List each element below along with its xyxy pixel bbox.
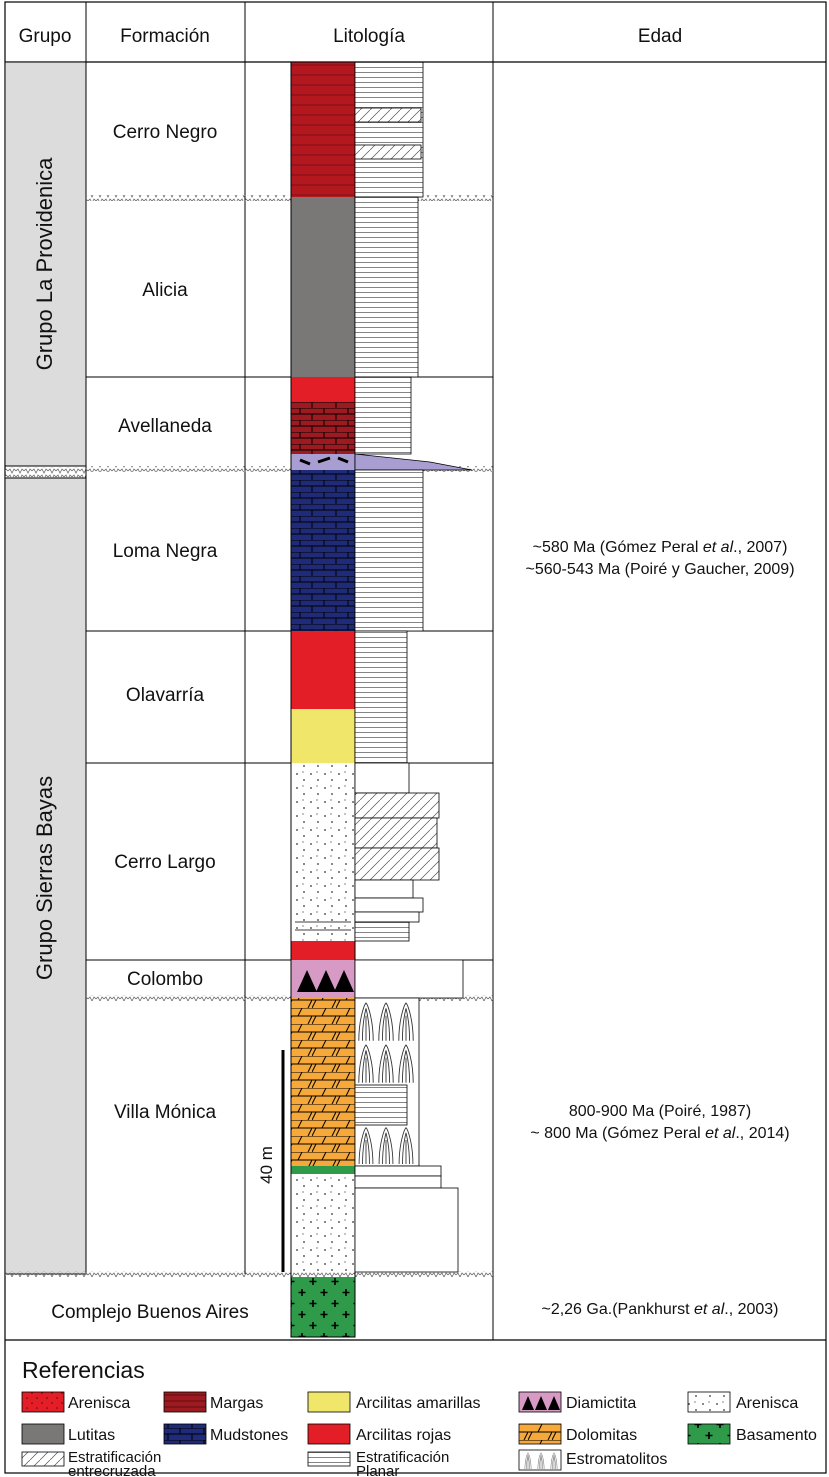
header-grupo: Grupo — [19, 26, 72, 47]
legend-label-estratificacion-entrecruzada-2: entrecruzada — [68, 1463, 156, 1477]
legend-swatch-arcilitas-amarillas — [307, 1391, 351, 1413]
legend-label-arcilitas-rojas: Arcilitas rojas — [356, 1427, 451, 1444]
formation-boundaries — [85, 62, 493, 1274]
formation-avellaneda: Avellaneda — [118, 416, 212, 437]
header-formacion: Formación — [120, 26, 210, 47]
legend-label-diamictita: Diamictita — [566, 1395, 636, 1412]
age-middle-1: 800-900 Ma (Poiré, 1987) — [569, 1103, 751, 1120]
legend-label-estratificacion-entrecruzada: Estratificación — [68, 1449, 161, 1466]
header-litologia: Litología — [333, 26, 405, 47]
age-upper-1: ~580 Ma (Gómez Peral et al., 2007) — [533, 539, 788, 556]
legend-swatch-margas — [163, 1391, 207, 1413]
legend-swatch-dolomitas — [518, 1423, 562, 1445]
group-la-providenica — [4, 61, 87, 467]
unconformities — [5, 195, 493, 1277]
legend-label-arenisca: Arenisca — [736, 1395, 798, 1412]
legend-swatch-mudstones — [163, 1423, 207, 1445]
formation-complejo-buenos-aires: Complejo Buenos Aires — [51, 1302, 249, 1323]
legend-swatch-basamento — [687, 1423, 731, 1445]
formation-olavarria: Olavarría — [126, 685, 205, 706]
age-lower-1: ~2,26 Ga.(Pankhurst et al., 2003) — [541, 1301, 778, 1318]
legend-label-estromatolitos: Estromatolitos — [566, 1451, 667, 1468]
references-title: Referencias — [22, 1357, 145, 1383]
group-label-sierras-bayas: Grupo Sierras Bayas — [32, 776, 57, 980]
bedding-profile — [354, 61, 473, 1273]
legend-label-estratificacion-planar-2: Planar — [356, 1463, 399, 1477]
group-sierras-bayas — [4, 477, 87, 1275]
legend-label-arenisca-red: Arenisca — [68, 1395, 130, 1412]
legend-label-arcilitas-amarillas: Arcilitas amarillas — [356, 1395, 480, 1412]
group-label-la-providenica: Grupo La Providenica — [32, 157, 57, 371]
legend-swatch-estratificacion-planar — [307, 1451, 351, 1467]
legend-label-mudstones: Mudstones — [210, 1427, 288, 1444]
legend-swatch-arenisca — [687, 1391, 731, 1413]
legend-label-basamento: Basamento — [736, 1427, 817, 1444]
scale-label: 40 m — [257, 1146, 276, 1184]
legend-label-lutitas: Lutitas — [68, 1427, 115, 1444]
age-upper-2: ~560-543 Ma (Poiré y Gaucher, 2009) — [525, 561, 794, 578]
legend-label-dolomitas: Dolomitas — [566, 1427, 637, 1444]
formation-cerro-negro: Cerro Negro — [113, 122, 218, 143]
legend-swatch-lutitas — [21, 1423, 65, 1445]
formation-colombo: Colombo — [127, 969, 203, 990]
formation-alicia: Alicia — [142, 280, 188, 301]
header-edad: Edad — [638, 26, 682, 47]
legend-swatch-arcilitas-rojas — [307, 1423, 351, 1445]
legend: Arenisca Margas Arcilitas amarillas Diam… — [21, 1391, 817, 1477]
legend-label-margas: Margas — [210, 1395, 263, 1412]
age-middle-2: ~ 800 Ma (Gómez Peral et al., 2014) — [530, 1125, 789, 1142]
lithology-column — [290, 61, 356, 1338]
formation-cerro-largo: Cerro Largo — [114, 852, 215, 873]
formation-villa-monica: Villa Mónica — [114, 1102, 217, 1123]
formation-loma-negra: Loma Negra — [113, 541, 218, 562]
legend-label-estratificacion-planar: Estratificación — [356, 1449, 449, 1466]
legend-swatch-arenisca-red — [21, 1391, 65, 1413]
legend-swatch-estratificacion-entrecruzada — [21, 1451, 65, 1467]
